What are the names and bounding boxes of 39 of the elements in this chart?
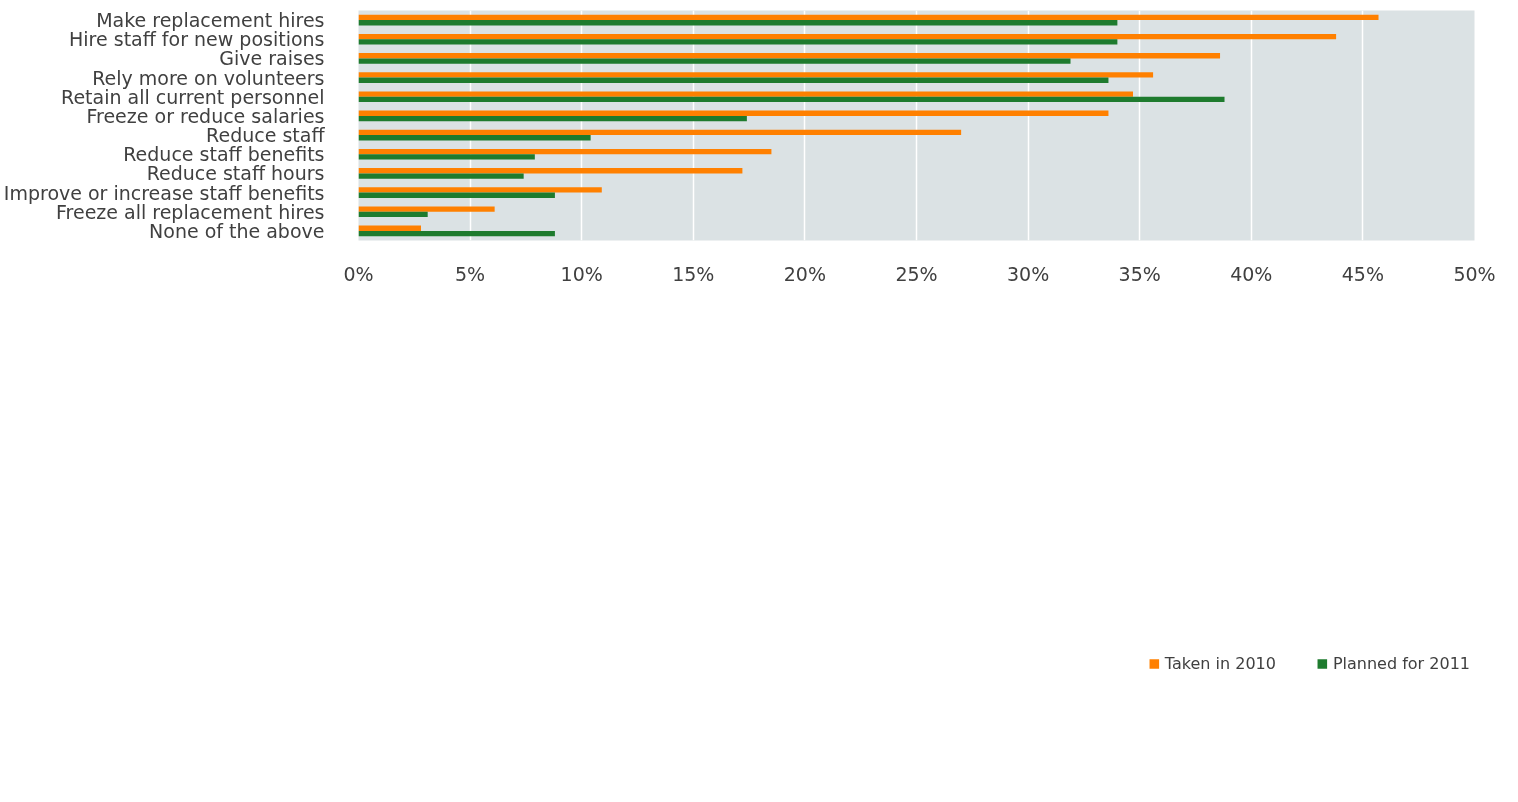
bar bbox=[358, 192, 555, 198]
x-tick-label: 25% bbox=[895, 262, 938, 285]
bar bbox=[358, 39, 1118, 45]
legend-label: Taken in 2010 bbox=[1164, 653, 1276, 673]
bar bbox=[358, 230, 555, 237]
x-tick-label: 50% bbox=[1453, 262, 1496, 285]
bar bbox=[358, 53, 1221, 59]
bar bbox=[358, 91, 1133, 97]
bar bbox=[358, 173, 524, 179]
bar bbox=[358, 135, 591, 141]
x-tick-label: 0% bbox=[343, 262, 374, 285]
bar bbox=[358, 129, 962, 136]
bar bbox=[358, 115, 747, 122]
x-tick-label: 15% bbox=[672, 262, 715, 285]
bar bbox=[358, 77, 1109, 83]
bar bbox=[358, 14, 1379, 21]
x-tick-label: 35% bbox=[1118, 262, 1161, 285]
x-tick-label: 5% bbox=[455, 262, 486, 285]
bar bbox=[358, 154, 535, 160]
y-tick-label: Rely more on volunteers bbox=[92, 66, 325, 89]
bar bbox=[358, 110, 1109, 116]
bar bbox=[358, 148, 772, 155]
x-tick-label: 40% bbox=[1230, 262, 1273, 285]
x-tick-label: 20% bbox=[783, 262, 827, 285]
bar bbox=[358, 96, 1225, 103]
x-tick-label: 45% bbox=[1341, 262, 1385, 285]
bar bbox=[358, 58, 1071, 64]
bar bbox=[358, 187, 602, 193]
bar bbox=[358, 72, 1154, 78]
bar bbox=[358, 211, 428, 218]
legend-label: Planned for 2011 bbox=[1332, 653, 1470, 673]
bar bbox=[358, 20, 1118, 26]
bar bbox=[358, 225, 421, 231]
y-tick-label: Make replacement hires bbox=[96, 9, 325, 32]
bar bbox=[358, 33, 1337, 40]
x-tick-label: 30% bbox=[1006, 262, 1050, 285]
bar bbox=[358, 206, 495, 212]
bar bbox=[358, 168, 743, 174]
x-tick-label: 10% bbox=[560, 262, 603, 285]
